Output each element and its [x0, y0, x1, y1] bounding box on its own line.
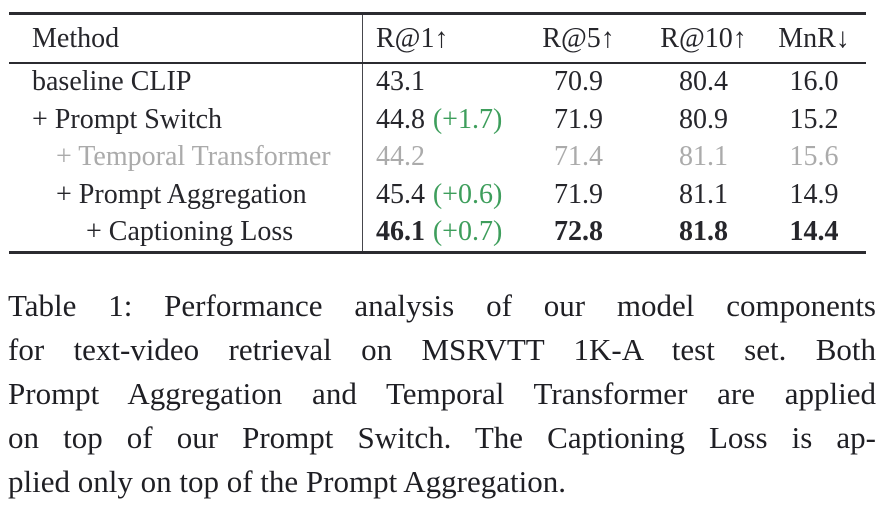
column-header-r5: R@5↑: [542, 22, 615, 54]
r1-value: 44.2: [376, 141, 425, 173]
cell-r5: 70.9: [554, 66, 603, 98]
r1-value: 45.4: [376, 178, 425, 210]
r1-delta: (+1.7): [432, 103, 503, 135]
table-row: baseline CLIP 43.1 70.9 80.4 16.0: [9, 63, 866, 101]
caption: Table 1: Performance analysis of our mod…: [8, 284, 876, 504]
cell-method: + Captioning Loss: [86, 216, 294, 248]
table-top-rule: [9, 12, 866, 15]
table-header-row: Method R@1↑ R@5↑ R@10↑ MnR↓: [9, 15, 866, 62]
cell-method: + Prompt Aggregation: [56, 178, 307, 210]
table-bottom-rule: [9, 251, 866, 254]
table-mid-rule: [9, 62, 866, 64]
cell-mnr: 15.2: [789, 103, 839, 135]
cell-r1: 46.1 (+0.7): [362, 213, 512, 251]
cell-mnr: 14.4: [789, 216, 839, 248]
cell-r10: 81.1: [679, 141, 728, 173]
cell-mnr: 15.6: [789, 141, 839, 173]
table-row: + Prompt Switch 44.8 (+1.7) 71.9 80.9 15.2: [9, 101, 866, 139]
table-row: + Captioning Loss 46.1 (+0.7) 72.8 81.8 14.4: [9, 213, 866, 251]
caption-line: for text-video retrieval on MSRVTT 1K-A …: [8, 332, 876, 367]
cell-r10: 80.4: [679, 66, 728, 98]
cell-mnr: 16.0: [789, 66, 839, 98]
r1-value: 44.8: [376, 103, 425, 135]
cell-r10: 80.9: [679, 103, 728, 135]
cell-method: + Temporal Transformer: [56, 141, 331, 173]
table-body: baseline CLIP 43.1 70.9 80.4 16.0 + Prompt Sw…: [9, 63, 866, 251]
table-row: + Prompt Aggregation 45.4 (+0.6) 71.9 81.1 14…: [9, 176, 866, 214]
cell-r5: 71.4: [554, 141, 603, 173]
cell-r5: 71.9: [554, 103, 603, 135]
cell-r1: 43.1: [362, 63, 512, 101]
table-row: + Temporal Transformer 44.2 71.4 81.1 15.6: [9, 138, 866, 176]
cell-method: + Prompt Switch: [32, 103, 223, 135]
r1-value: 43.1: [376, 66, 425, 98]
r1-delta: (+0.7): [432, 216, 503, 248]
caption-line: on top of our Prompt Switch. The Caption…: [8, 420, 876, 455]
r1-delta: (+0.6): [432, 178, 503, 210]
cell-method: baseline CLIP: [32, 66, 192, 98]
cell-mnr: 14.9: [789, 178, 839, 210]
cell-r5: 72.8: [554, 216, 603, 248]
column-header-r10: R@10↑: [660, 22, 747, 54]
column-header-r1: R@1↑: [362, 15, 512, 62]
cell-r1: 44.8 (+1.7): [362, 101, 512, 139]
cell-r10: 81.8: [679, 216, 728, 248]
caption-line: Prompt Aggregation and Temporal Transfor…: [8, 376, 876, 411]
r1-value: 46.1: [376, 216, 425, 248]
cell-r1: 44.2: [362, 138, 512, 176]
caption-line: plied only on top of the Prompt Aggregat…: [8, 464, 566, 499]
cell-r10: 81.1: [679, 178, 728, 210]
column-header-mnr: MnR↓: [778, 22, 850, 54]
column-header-method: Method: [32, 22, 120, 54]
cell-r5: 71.9: [554, 178, 603, 210]
cell-r1: 45.4 (+0.6): [362, 176, 512, 214]
caption-line: Table 1: Performance analysis of our mod…: [8, 288, 876, 323]
results-table: Method R@1↑ R@5↑ R@10↑ MnR↓ baseline CLI…: [9, 12, 866, 254]
